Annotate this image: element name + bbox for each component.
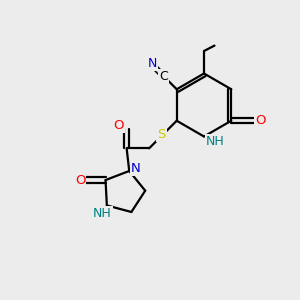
Text: N: N	[147, 57, 157, 70]
Text: O: O	[255, 114, 266, 127]
Text: S: S	[157, 128, 166, 141]
Text: C: C	[159, 70, 168, 83]
Text: O: O	[75, 174, 85, 187]
Text: O: O	[113, 119, 124, 132]
Text: NH: NH	[206, 135, 225, 148]
Text: NH: NH	[93, 207, 112, 220]
Text: N: N	[131, 162, 141, 175]
